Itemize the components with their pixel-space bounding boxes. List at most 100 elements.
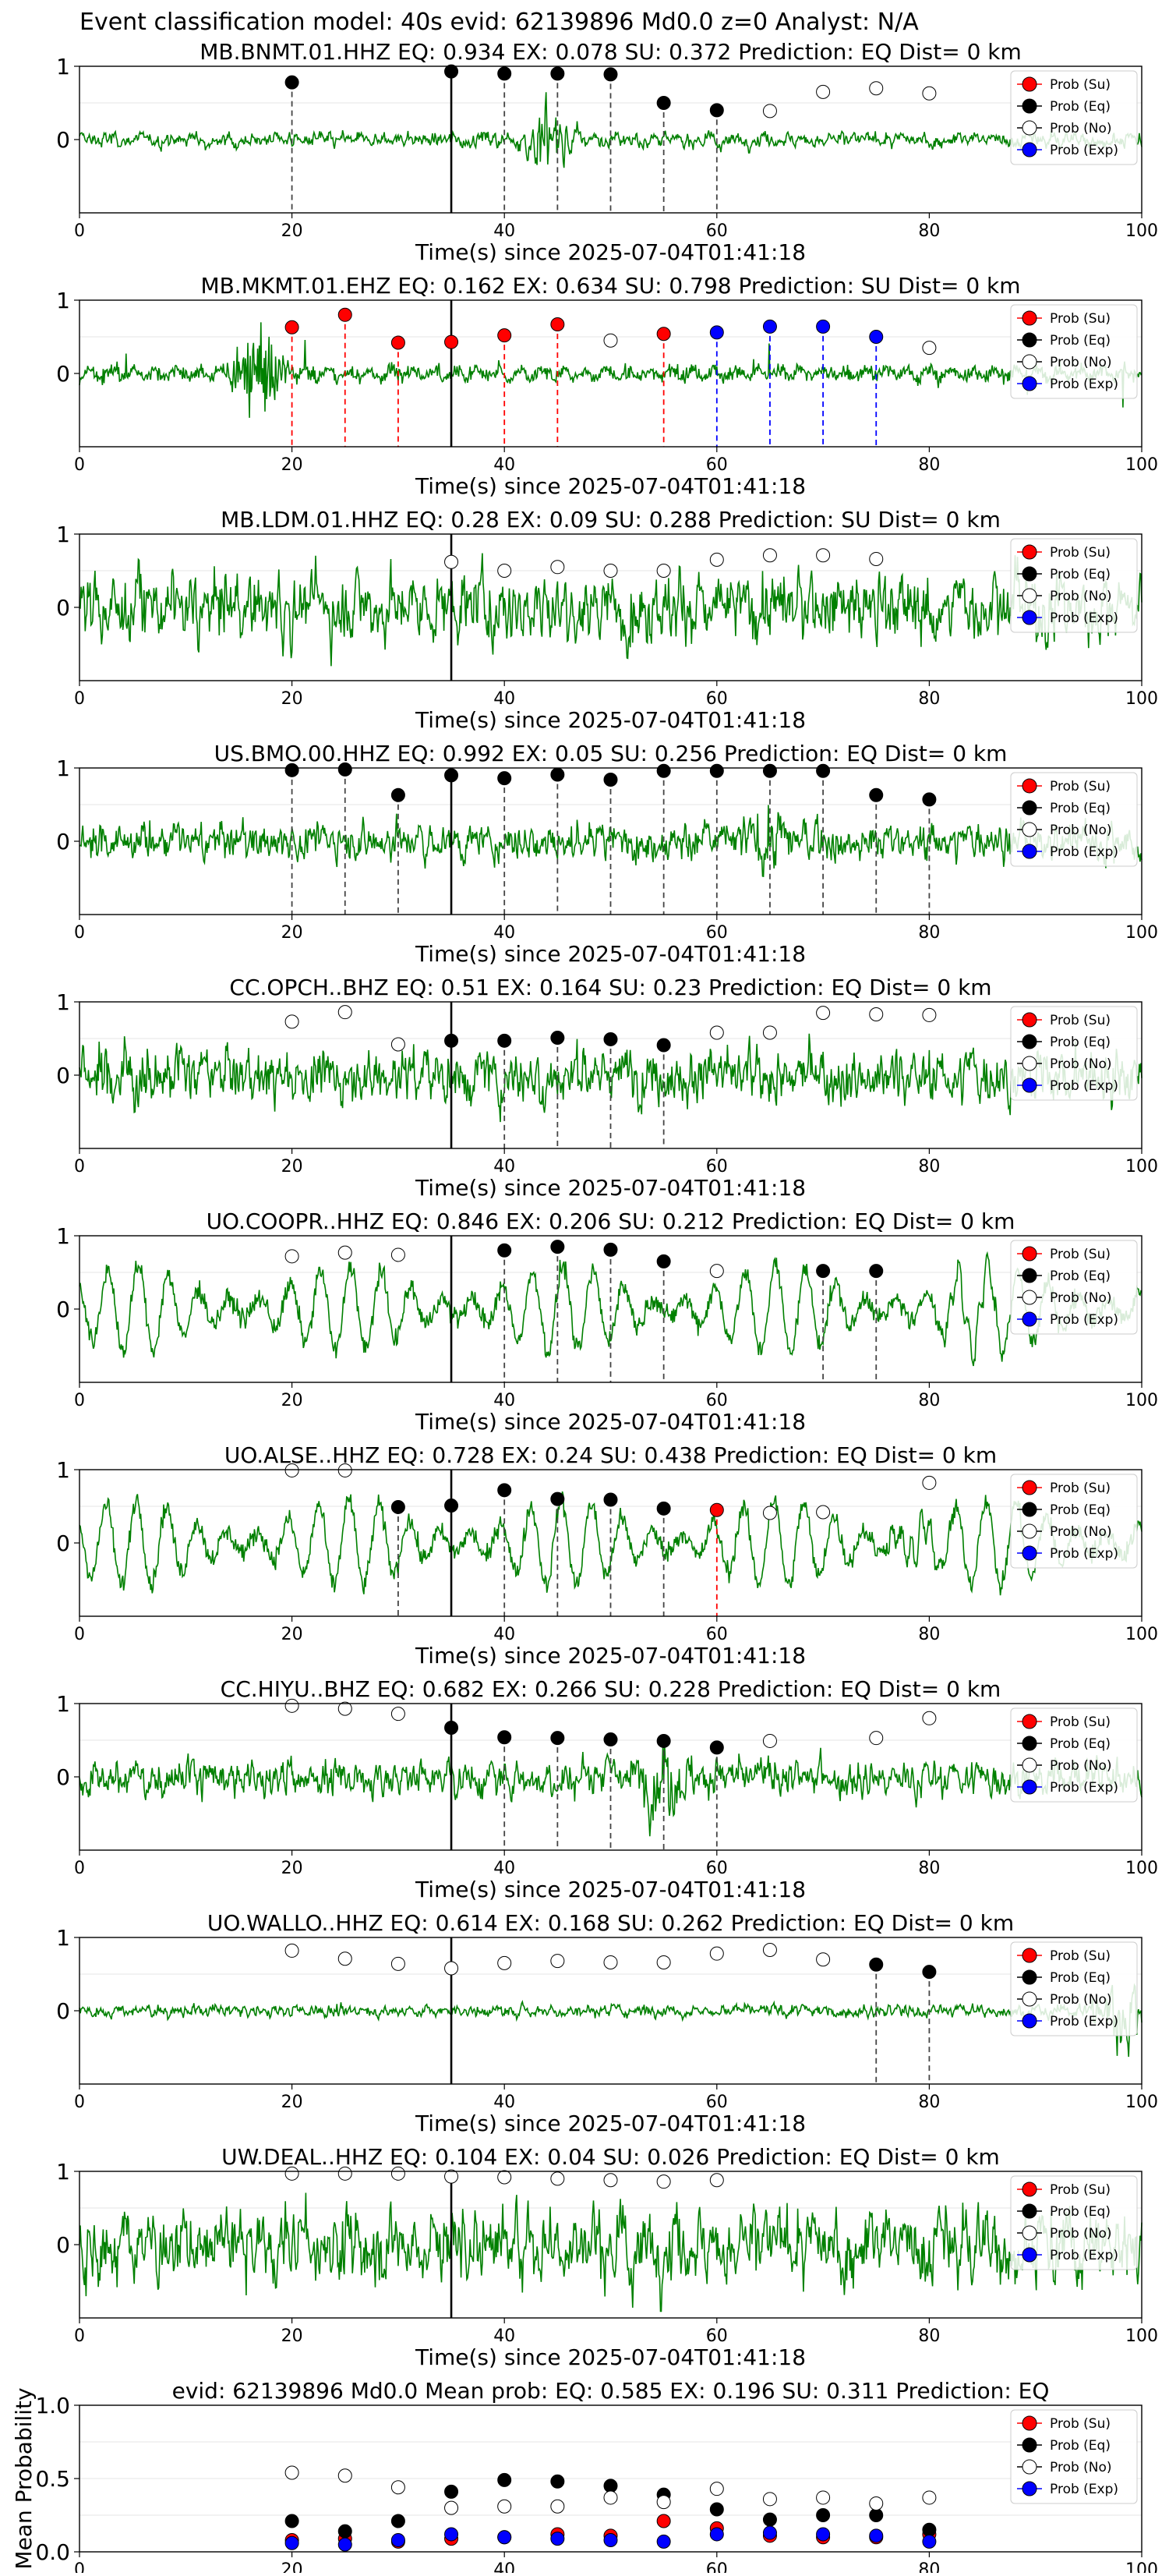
x-tick-label: 40 xyxy=(493,923,515,943)
prob-point-eq xyxy=(656,1501,671,1516)
legend-label: Prob (No) xyxy=(1050,2226,1112,2242)
x-tick-label: 100 xyxy=(1125,1625,1158,1644)
prob-point-no xyxy=(603,333,618,348)
y-tick-label: 1 xyxy=(56,1925,70,1951)
waveform-trace xyxy=(79,1983,1143,2058)
x-tick-label: 20 xyxy=(281,2093,303,2112)
prob-point-no xyxy=(709,1264,724,1279)
legend-label: Prob (Eq) xyxy=(1050,567,1111,582)
legend-label: Prob (No) xyxy=(1050,1524,1112,1540)
prob-point-eq xyxy=(922,792,937,807)
x-tick-label: 20 xyxy=(281,1157,303,1177)
legend-marker xyxy=(1022,778,1037,794)
waveform-trace xyxy=(79,1251,1143,1367)
panel-title: MB.BNMT.01.HHZ EQ: 0.934 EX: 0.078 SU: 0… xyxy=(200,39,1022,65)
panel-title: UO.WALLO..HHZ EQ: 0.614 EX: 0.168 SU: 0.… xyxy=(207,1910,1014,1936)
x-tick-label: 20 xyxy=(281,2327,303,2346)
x-tick-label: 60 xyxy=(706,1625,728,1644)
prob-point-no xyxy=(709,552,724,567)
x-tick-label: 80 xyxy=(918,923,940,943)
y-tick-label: 0 xyxy=(56,361,70,387)
prob-point-su xyxy=(390,335,405,350)
x-axis-label: Time(s) since 2025-07-04T01:41:18 xyxy=(415,1877,806,1902)
legend-label: Prob (No) xyxy=(1050,589,1112,604)
x-tick-label: 80 xyxy=(918,689,940,709)
x-tick-label: 20 xyxy=(281,1391,303,1410)
y-tick-label: 0.0 xyxy=(35,2539,70,2565)
legend-marker xyxy=(1022,1545,1037,1561)
legend-label: Prob (Su) xyxy=(1050,1013,1111,1028)
prob-point-eq xyxy=(497,1730,512,1745)
prob-point-su xyxy=(444,334,459,349)
mean-point-exp xyxy=(337,2537,352,2552)
prob-point-eq xyxy=(497,771,512,786)
x-tick-label: 80 xyxy=(918,1859,940,1878)
prob-point-no xyxy=(869,81,884,96)
mean-point-eq xyxy=(709,2502,724,2517)
mean-point-eq xyxy=(603,2479,618,2493)
figure-suptitle: Event classification model: 40s evid: 62… xyxy=(79,9,919,36)
legend-label: Prob (Su) xyxy=(1050,77,1111,93)
prob-point-eq xyxy=(603,1492,618,1507)
mean-point-eq xyxy=(816,2508,831,2522)
mean-point-no xyxy=(337,2468,352,2483)
panel-title: UO.COOPR..HHZ EQ: 0.846 EX: 0.206 SU: 0.… xyxy=(207,1208,1015,1234)
y-tick-label: 1 xyxy=(56,1457,70,1483)
legend-label: Prob (Su) xyxy=(1050,1247,1111,1262)
legend-marker xyxy=(1022,544,1037,560)
y-tick-label: 1 xyxy=(56,1691,70,1717)
legend-label: Prob (No) xyxy=(1050,121,1112,136)
prob-point-no xyxy=(922,86,937,101)
prob-point-no xyxy=(762,1942,777,1957)
waveform-trace xyxy=(79,322,1143,418)
prob-point-no xyxy=(816,1952,831,1967)
legend-marker xyxy=(1022,1268,1037,1283)
x-tick-label: 0 xyxy=(74,1625,85,1644)
prob-point-no xyxy=(816,1505,831,1520)
y-tick-label: 0 xyxy=(56,1764,70,1790)
legend-marker xyxy=(1022,1034,1037,1049)
prob-point-eq xyxy=(337,762,352,777)
x-tick-label: 100 xyxy=(1125,1157,1158,1177)
prob-point-no xyxy=(762,1506,777,1520)
y-axis-label: Mean Probability xyxy=(11,2387,37,2569)
x-axis-label: Time(s) since 2025-07-04T01:41:18 xyxy=(415,1409,806,1435)
x-tick-label: 40 xyxy=(493,221,515,241)
legend-label: Prob (Su) xyxy=(1050,2416,1111,2432)
waveform-trace xyxy=(79,2192,1143,2312)
prob-point-no xyxy=(656,564,671,578)
prob-point-eq xyxy=(709,1740,724,1755)
prob-point-no xyxy=(550,560,565,575)
prob-point-no xyxy=(869,1007,884,1021)
prob-point-no xyxy=(922,1711,937,1725)
legend-marker xyxy=(1022,1779,1037,1795)
prob-point-eq xyxy=(869,1957,884,1972)
x-tick-label: 100 xyxy=(1125,1391,1158,1410)
panel-7: UO.ALSE..HHZ EQ: 0.728 EX: 0.24 SU: 0.43… xyxy=(56,1442,1158,1668)
legend-marker xyxy=(1022,142,1037,157)
prob-point-no xyxy=(284,1249,299,1264)
x-tick-label: 0 xyxy=(74,2327,85,2346)
panel-title: UW.DEAL..HHZ EQ: 0.104 EX: 0.04 SU: 0.02… xyxy=(221,2144,1000,2170)
panel-2: MB.MKMT.01.EHZ EQ: 0.162 EX: 0.634 SU: 0… xyxy=(56,273,1158,499)
prob-point-eq xyxy=(444,768,459,783)
prob-point-no xyxy=(816,548,831,563)
panel-title: CC.OPCH..BHZ EQ: 0.51 EX: 0.164 SU: 0.23… xyxy=(229,975,991,1000)
x-tick-label: 80 xyxy=(918,2560,940,2573)
mean-point-eq xyxy=(337,2524,352,2539)
prob-point-eq xyxy=(550,66,565,81)
panel-title: MB.LDM.01.HHZ EQ: 0.28 EX: 0.09 SU: 0.28… xyxy=(221,507,1001,533)
prob-point-eq xyxy=(656,1733,671,1748)
panel-title: UO.ALSE..HHZ EQ: 0.728 EX: 0.24 SU: 0.43… xyxy=(224,1442,997,1468)
prob-point-no xyxy=(337,2166,352,2181)
legend-marker xyxy=(1022,120,1037,136)
prob-point-no xyxy=(337,1951,352,1966)
panel-5: CC.OPCH..BHZ EQ: 0.51 EX: 0.164 SU: 0.23… xyxy=(56,975,1158,1201)
prob-point-no xyxy=(816,84,831,99)
x-axis-label: Time(s) since 2025-07-04T01:41:18 xyxy=(415,1643,806,1668)
mean-point-eq xyxy=(444,2484,459,2499)
legend-marker xyxy=(1022,354,1037,370)
x-tick-label: 40 xyxy=(493,1625,515,1644)
mean-point-exp xyxy=(284,2535,299,2550)
legend-label: Prob (Eq) xyxy=(1050,333,1111,349)
